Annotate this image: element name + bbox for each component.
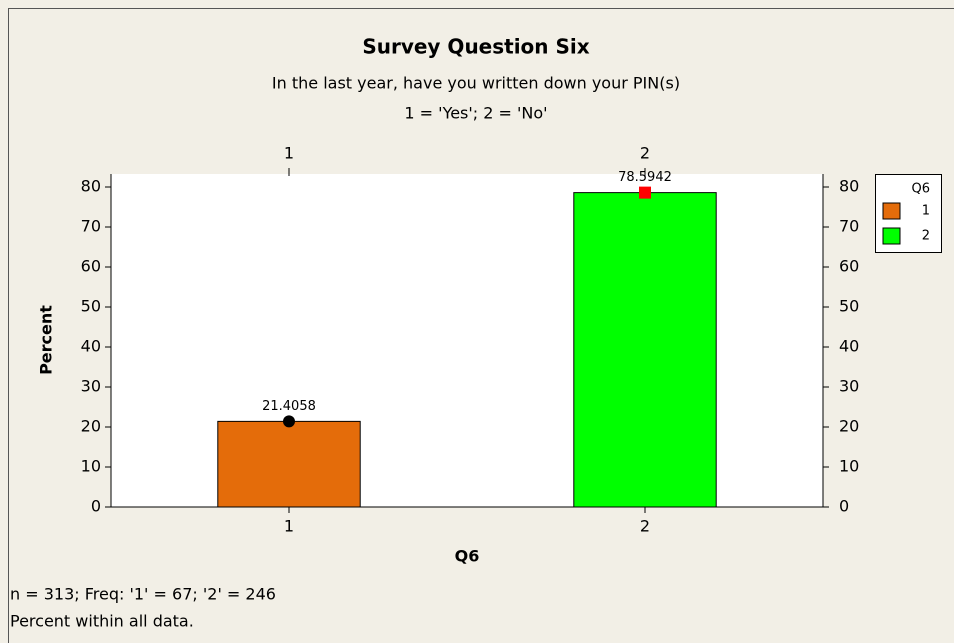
legend-swatch	[882, 227, 901, 245]
y-tick-label: 20	[81, 417, 101, 436]
frame	[8, 8, 954, 643]
y2-tick-label: 70	[839, 217, 859, 236]
y2-tick-label: 0	[839, 497, 849, 516]
top-tick-label: 1	[284, 144, 294, 163]
y-tick-label: 80	[81, 177, 101, 196]
subtitle: 1 = 'Yes'; 2 = 'No'	[404, 104, 547, 123]
value-label: 78.5942	[618, 170, 672, 185]
x-tick-label: 1	[284, 517, 294, 536]
value-label: 21.4058	[262, 399, 316, 414]
y-tick-label: 30	[81, 377, 101, 396]
y-tick-label: 60	[81, 257, 101, 276]
subtitle: In the last year, have you written down …	[272, 74, 680, 93]
y-tick-label: 70	[81, 217, 101, 236]
legend-title: Q6	[911, 182, 930, 197]
y2-tick-label: 20	[839, 417, 859, 436]
marker	[283, 415, 295, 428]
chart-title: Survey Question Six	[362, 35, 589, 59]
y-axis-label: Percent	[37, 305, 56, 375]
y-tick-label: 10	[81, 457, 101, 476]
y2-tick-label: 30	[839, 377, 859, 396]
y2-tick-label: 60	[839, 257, 859, 276]
footnote: n = 313; Freq: '1' = 67; '2' = 246	[10, 585, 276, 604]
legend-swatch	[882, 202, 901, 220]
y2-tick-label: 40	[839, 337, 859, 356]
bar	[217, 420, 361, 508]
bar	[573, 192, 717, 508]
marker	[639, 186, 651, 199]
x-tick-label: 2	[640, 517, 650, 536]
y2-tick-label: 10	[839, 457, 859, 476]
y-tick-label: 0	[91, 497, 101, 516]
legend-label: 2	[922, 229, 930, 244]
top-tick-label: 2	[640, 144, 650, 163]
y2-tick-label: 50	[839, 297, 859, 316]
y-tick-label: 40	[81, 337, 101, 356]
y-tick-label: 50	[81, 297, 101, 316]
legend-label: 1	[922, 204, 930, 219]
footnote: Percent within all data.	[10, 612, 194, 631]
y2-tick-label: 80	[839, 177, 859, 196]
x-axis-label: Q6	[455, 547, 480, 566]
